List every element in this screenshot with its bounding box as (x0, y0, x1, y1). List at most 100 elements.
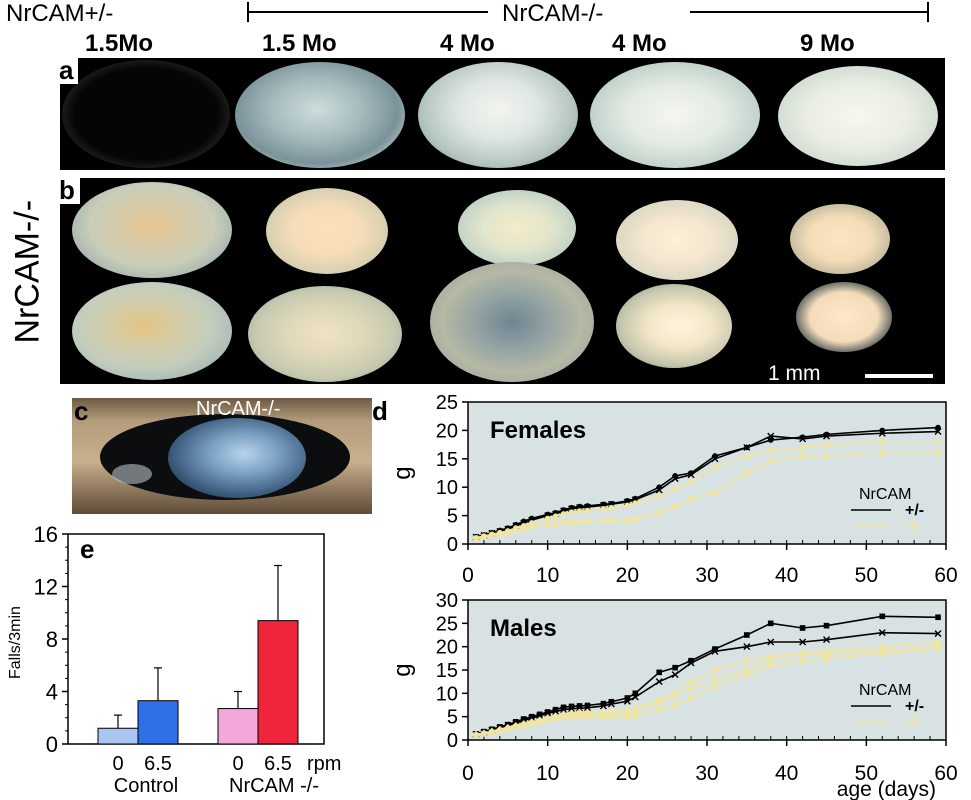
males-ytick-label: 10 (436, 683, 458, 705)
females-xtick-label: 50 (855, 564, 878, 587)
males-ytick-label: 25 (436, 613, 458, 635)
males-point (934, 643, 942, 651)
females-point (584, 518, 591, 525)
females-point (744, 470, 750, 476)
males-xtick-label: 50 (855, 762, 878, 785)
females-title: Females (490, 417, 586, 444)
females-legend-het: +/- (905, 502, 924, 519)
females-ytick-label: 15 (436, 449, 458, 471)
females-point (497, 531, 503, 538)
females-point (935, 424, 941, 431)
lens-photo-a4 (590, 62, 760, 168)
scale-bar-label: 1 mm (768, 362, 821, 385)
males-point (799, 650, 807, 658)
females-legend-title: NrCAM (859, 486, 911, 503)
males-point (935, 639, 941, 645)
lens-photo-a5 (778, 66, 938, 166)
males-point (528, 713, 535, 720)
lens-photo-b3 (458, 190, 576, 266)
females-point (879, 438, 886, 445)
females-point (560, 520, 567, 526)
falls-bar-2 (217, 708, 259, 745)
males-point (520, 716, 527, 722)
panel-d-letter: d (372, 396, 388, 426)
males-point (799, 625, 806, 631)
males-point (544, 709, 551, 715)
lens-photo-b7 (248, 286, 402, 382)
males-point (631, 693, 639, 701)
age-label-4: 4 Mo (612, 30, 667, 57)
females-point (934, 428, 942, 436)
falls-ytick-label: 8 (46, 627, 58, 652)
males-point (568, 709, 576, 717)
males-point (608, 698, 615, 705)
males-legend-ko: -/- (905, 714, 920, 731)
males-point (623, 706, 631, 714)
females-point (576, 519, 583, 525)
females-ytick-label: 20 (436, 420, 458, 442)
males-point (743, 643, 751, 651)
males-point (568, 714, 575, 720)
males-xtick-label: 20 (616, 762, 639, 785)
lens-photo-a1 (62, 60, 230, 168)
falls-ytick-label: 16 (34, 522, 58, 547)
females-point (878, 429, 886, 437)
females-point (672, 485, 678, 492)
females-point (624, 502, 631, 509)
males-point (607, 707, 615, 715)
females-point (767, 432, 775, 440)
falls-bar-0 (97, 727, 139, 745)
males-point (744, 667, 750, 673)
falls-xtick-label-2: 0 (232, 753, 243, 775)
males-point (584, 702, 591, 709)
falls-ytick-label: 4 (46, 680, 58, 705)
males-point (687, 678, 695, 686)
females-xtick-label: 20 (616, 564, 639, 587)
females-xtick-label: 30 (695, 564, 718, 587)
males-point (823, 622, 830, 629)
males-point (823, 655, 830, 662)
males-point (879, 613, 886, 620)
knockout-genotype-label: NrCAM-/- (502, 0, 604, 27)
females-point (799, 453, 806, 459)
males-point (520, 720, 528, 728)
males-point (655, 678, 663, 686)
males-legend-het: +/- (905, 698, 924, 715)
females-point (655, 486, 663, 494)
males-point (878, 629, 886, 637)
males-ytick-label: 5 (447, 707, 458, 729)
females-point (823, 453, 830, 459)
falls-ytick-label: 12 (34, 575, 58, 600)
females-point (767, 458, 774, 465)
males-point (655, 696, 663, 704)
females-point (608, 517, 615, 524)
falls-bar-1 (137, 700, 179, 745)
females-point (743, 443, 751, 451)
females-point (544, 522, 551, 529)
males-point (799, 657, 806, 664)
females-point (712, 490, 718, 496)
males-point (823, 636, 830, 644)
males-point (687, 659, 695, 667)
males-point (536, 716, 544, 724)
males-point (552, 706, 559, 713)
females-point (935, 450, 941, 456)
females-xtick-label: 10 (536, 564, 559, 587)
females-ytick-label: 10 (436, 477, 458, 499)
males-point (584, 708, 591, 716)
females-series-line-1 (475, 430, 939, 538)
panel-c-genotype-label: NrCAM-/- (196, 398, 281, 420)
males-point (624, 713, 631, 720)
males-point (576, 713, 583, 720)
males-point (688, 685, 694, 692)
age-label-2: 1.5 Mo (262, 30, 337, 57)
females-point (513, 527, 519, 534)
males-point (712, 646, 718, 652)
males-legend-title: NrCAM (859, 682, 911, 699)
males-point (544, 709, 552, 717)
females-point (568, 509, 575, 515)
males-xtick-label: 60 (934, 762, 957, 785)
females-point (799, 444, 806, 451)
males-point (560, 710, 568, 718)
